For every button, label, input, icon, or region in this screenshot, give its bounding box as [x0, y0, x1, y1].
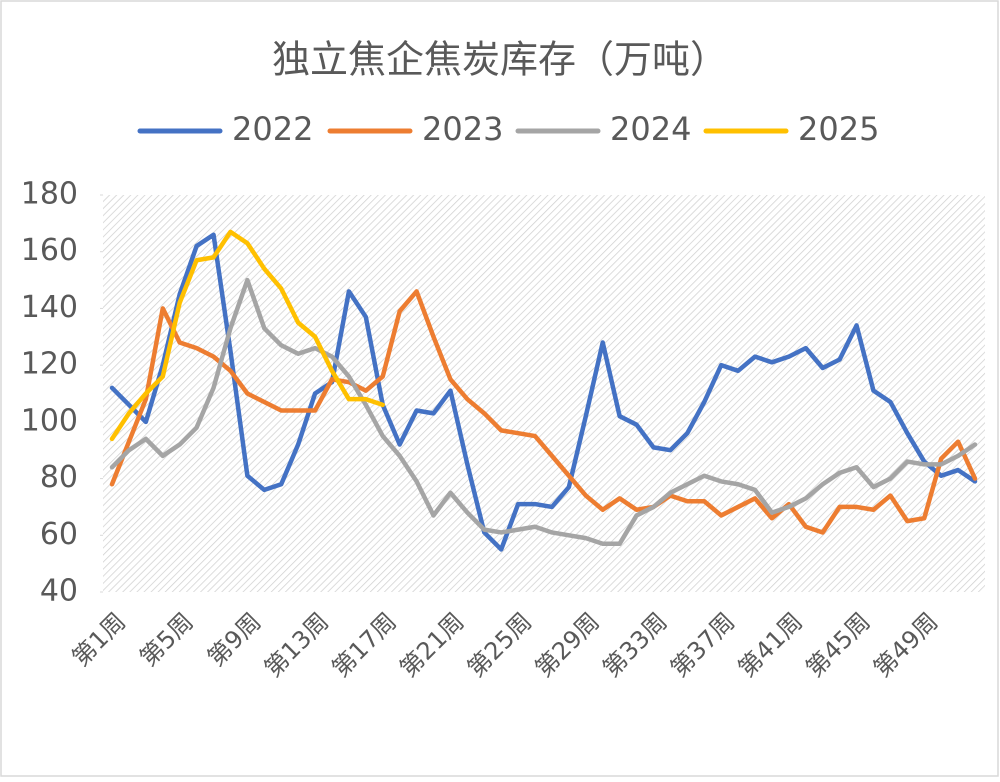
series-line — [109, 289, 978, 535]
chart-title: 独立焦企焦炭库存（万吨） — [272, 38, 728, 82]
legend-label: 2024 — [610, 110, 691, 148]
y-tick-label: 120 — [21, 347, 78, 382]
y-tick-label: 140 — [21, 290, 78, 325]
legend-label: 2023 — [422, 110, 503, 148]
y-tick-label: 40 — [40, 574, 78, 609]
y-tick-label: 100 — [21, 403, 78, 438]
y-tick-label: 160 — [21, 233, 78, 268]
legend-label: 2022 — [232, 110, 313, 148]
legend-label: 2025 — [798, 110, 879, 148]
series-line — [109, 232, 978, 552]
y-tick-label: 180 — [21, 177, 78, 212]
series-line — [109, 229, 385, 442]
y-tick-label: 60 — [40, 517, 78, 552]
series-line — [109, 277, 978, 547]
y-tick-label: 80 — [40, 460, 78, 495]
